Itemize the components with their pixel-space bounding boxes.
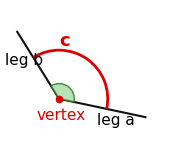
Wedge shape	[51, 84, 74, 102]
Text: leg a: leg a	[96, 113, 134, 128]
Text: c: c	[59, 32, 70, 50]
Text: vertex: vertex	[36, 108, 85, 123]
Text: leg b: leg b	[5, 53, 43, 68]
